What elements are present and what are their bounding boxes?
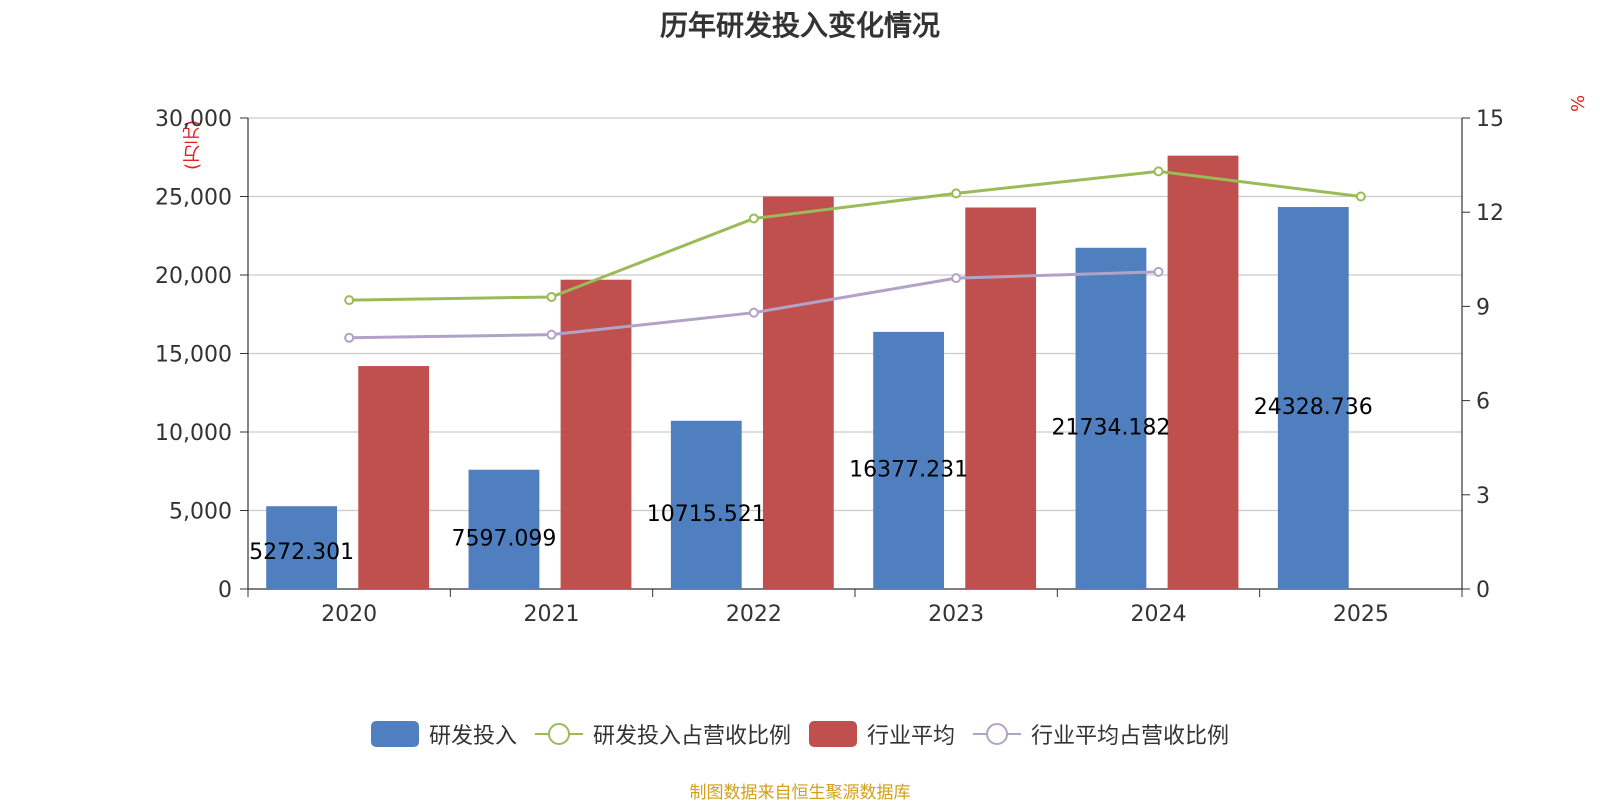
right-axis-tick-label: 9 — [1476, 295, 1490, 320]
x-axis-tick-label: 2022 — [726, 602, 782, 627]
chart-legend: 研发投入 研发投入占营收比例 行业平均 行业平均占营收比例 — [0, 718, 1600, 750]
bar-rd-investment — [468, 469, 540, 589]
x-axis-tick-label: 2020 — [321, 602, 377, 627]
legend-label-rd-ratio: 研发投入占营收比例 — [592, 724, 791, 749]
chart-title: 历年研发投入变化情况 — [659, 9, 940, 42]
legend-swatch-industry-ratio — [973, 723, 1022, 745]
point-industry-ratio — [748, 307, 759, 318]
bar-data-label: 24328.736 — [1254, 395, 1373, 420]
legend-label-rd-investment: 研发投入 — [428, 724, 517, 749]
x-axis-tick-label: 2025 — [1333, 602, 1389, 627]
legend-item-industry-average[interactable]: 行业平均 — [809, 718, 955, 750]
legend-item-rd-ratio[interactable]: 研发投入占营收比例 — [534, 718, 791, 750]
bar-data-label: 7597.099 — [451, 526, 556, 551]
bar-rd-investment — [266, 506, 338, 589]
left-axis-tick-label: 10,000 — [155, 421, 232, 446]
legend-label-industry-ratio: 行业平均占营收比例 — [1031, 724, 1230, 749]
point-industry-ratio — [546, 329, 557, 340]
point-rd-ratio — [546, 291, 557, 302]
point-industry-ratio — [344, 332, 355, 343]
x-axis-tick-label: 2024 — [1131, 602, 1187, 627]
bar-industry-average — [965, 207, 1037, 590]
bar-industry-average — [358, 366, 430, 589]
legend-label-industry-average: 行业平均 — [867, 724, 956, 749]
point-rd-ratio — [951, 188, 962, 199]
point-industry-ratio — [951, 273, 962, 284]
left-axis-tick-label: 30,000 — [155, 107, 232, 132]
point-industry-ratio — [1153, 266, 1164, 277]
left-axis-tick-label: 25,000 — [155, 186, 232, 211]
point-rd-ratio — [344, 295, 355, 306]
line-rd-ratio — [349, 169, 1362, 302]
legend-swatch-industry-average — [809, 721, 857, 747]
bar-data-label: 16377.231 — [849, 457, 968, 482]
bar-data-label: 10715.521 — [647, 502, 766, 527]
bar-rd-investment — [1075, 247, 1147, 589]
x-axis-tick-label: 2021 — [524, 602, 580, 627]
bar-data-label: 21734.182 — [1051, 415, 1170, 440]
right-axis-tick-label: 6 — [1476, 390, 1490, 415]
bar-industry-average — [1167, 155, 1239, 589]
bar-rd-investment — [1277, 207, 1349, 589]
right-axis-tick-label: 0 — [1476, 578, 1490, 603]
right-axis-tick-label: 15 — [1476, 107, 1504, 132]
right-axis-tick-label: 12 — [1476, 201, 1504, 226]
legend-item-industry-ratio[interactable]: 行业平均占营收比例 — [973, 718, 1229, 750]
point-rd-ratio — [1153, 166, 1164, 177]
legend-swatch-rd-ratio — [534, 723, 583, 745]
line-industry-ratio — [349, 270, 1159, 340]
data-source-note: 制图数据来自恒生聚源数据库 — [689, 783, 911, 803]
left-axis-tick-label: 5,000 — [169, 500, 232, 525]
legend-item-rd-investment[interactable]: 研发投入 — [370, 718, 517, 750]
point-rd-ratio — [748, 213, 759, 224]
x-axis-tick-label: 2023 — [928, 602, 984, 627]
point-rd-ratio — [1355, 191, 1366, 202]
bar-rd-investment — [873, 331, 945, 589]
left-axis-tick-label: 20,000 — [155, 264, 232, 289]
bar-industry-average — [762, 196, 834, 589]
left-axis-tick-label: 15,000 — [155, 343, 232, 368]
right-axis-tick-label: 3 — [1476, 484, 1490, 509]
legend-swatch-rd-investment — [370, 721, 419, 747]
left-axis-tick-label: 0 — [218, 578, 232, 603]
bar-data-label: 5272.301 — [249, 540, 354, 565]
bar-rd-investment — [670, 420, 742, 589]
